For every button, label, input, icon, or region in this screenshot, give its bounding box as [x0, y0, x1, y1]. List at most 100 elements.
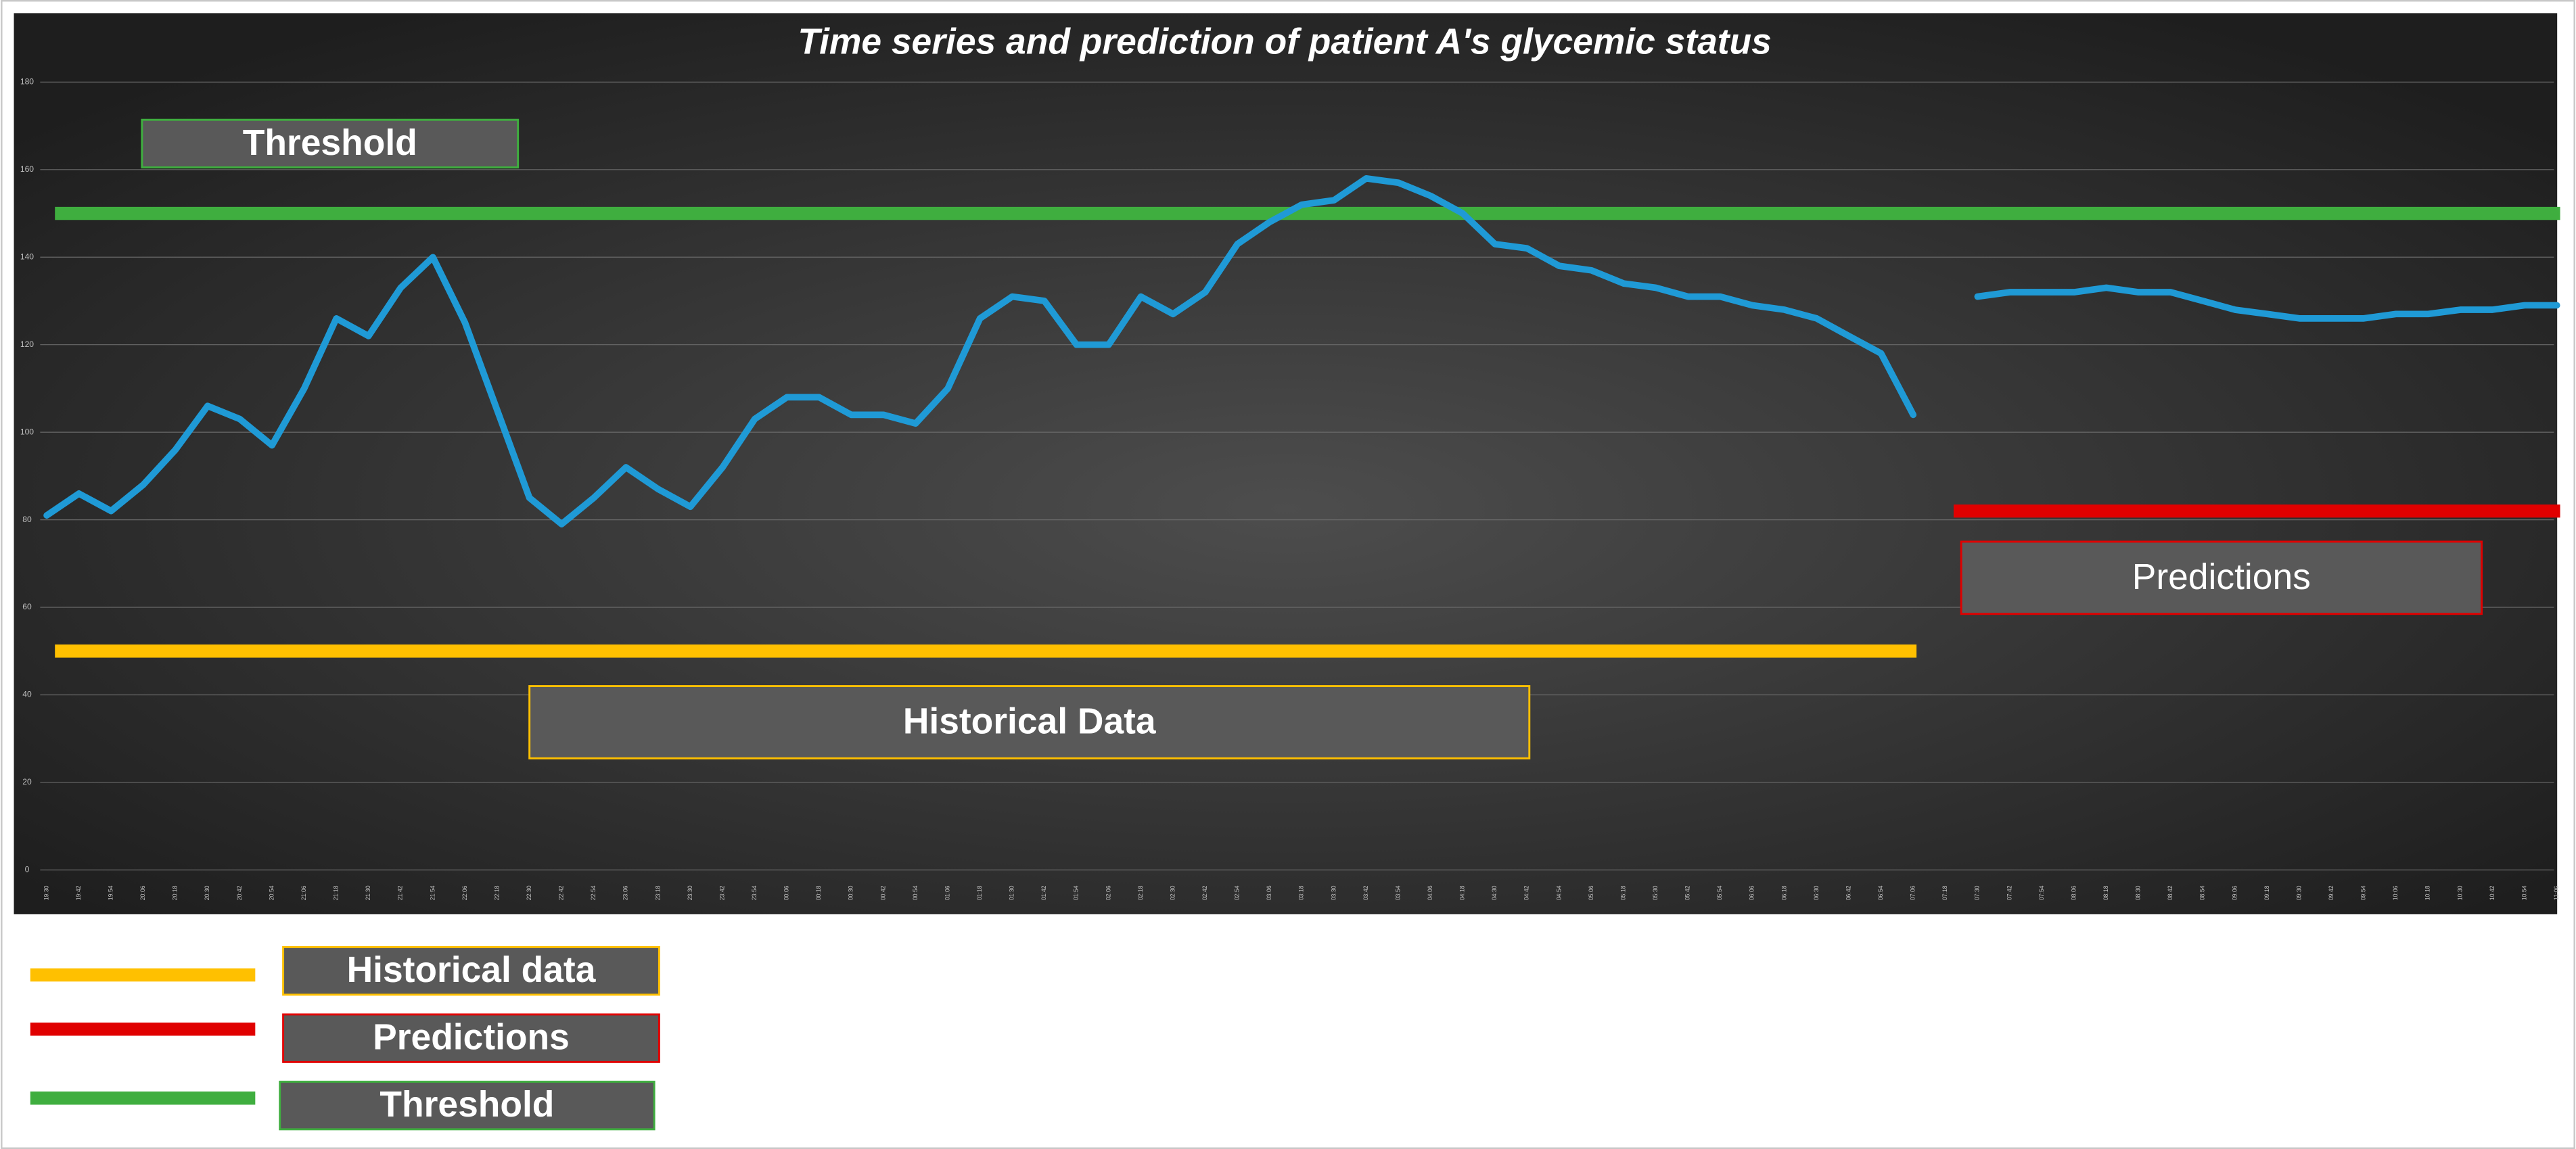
x-tick-label: 04:30: [1491, 885, 1498, 900]
x-tick-label: 19:54: [108, 885, 114, 900]
x-tick-label: 05:06: [1588, 885, 1594, 900]
x-tick-label: 00:30: [848, 885, 854, 900]
x-tick-label: 20:18: [172, 885, 179, 900]
x-tick-label: 08:06: [2070, 885, 2077, 900]
x-tick-label: 06:30: [1813, 885, 1820, 900]
x-tick-label: 05:18: [1619, 885, 1626, 900]
y-tick-label: 20: [22, 777, 32, 787]
x-tick-label: 09:30: [2295, 885, 2302, 900]
x-tick-label: 06:54: [1877, 885, 1884, 900]
data-line: [43, 174, 2560, 527]
x-tick-label: 02:06: [1105, 885, 1111, 900]
x-tick-label: 22:30: [526, 885, 532, 900]
x-tick-label: 06:18: [1780, 885, 1787, 900]
x-tick-label: 02:18: [1137, 885, 1144, 900]
x-tick-label: 23:30: [687, 885, 693, 900]
x-tick-label: 22:42: [558, 885, 565, 900]
x-tick-label: 07:18: [1941, 885, 1948, 900]
x-tick-label: 09:18: [2263, 885, 2270, 900]
x-tick-label: 23:54: [751, 885, 758, 900]
x-tick-label: 01:06: [944, 885, 950, 900]
x-tick-label: 20:06: [139, 885, 146, 900]
x-tick-label: 20:42: [236, 885, 243, 900]
legend-box: [282, 946, 660, 996]
x-tick-label: 05:30: [1652, 885, 1659, 900]
x-tick-label: 01:54: [1073, 885, 1080, 900]
x-tick-label: 04:06: [1427, 885, 1433, 900]
y-tick-label: 40: [22, 690, 32, 699]
x-tick-label: 07:42: [2006, 885, 2013, 900]
y-tick-label: 180: [20, 77, 34, 87]
x-tick-label: 10:30: [2456, 885, 2463, 900]
x-tick-label: 23:06: [622, 885, 629, 900]
x-tick-label: 10:06: [2392, 885, 2399, 900]
x-tick-label: 11:06: [2553, 886, 2560, 900]
annotation-box: [528, 685, 1531, 759]
x-tick-label: 10:54: [2521, 885, 2527, 900]
x-tick-label: 08:54: [2199, 885, 2206, 900]
x-tick-label: 10:42: [2489, 885, 2496, 900]
annotation-label: Threshold: [243, 123, 417, 163]
x-tick-label: 21:18: [333, 885, 340, 900]
x-tick-label: 06:06: [1749, 885, 1755, 900]
x-tick-label: 06:42: [1845, 885, 1852, 900]
x-tick-label: 02:30: [1169, 885, 1176, 900]
legend-box: [282, 1013, 660, 1063]
annotation-label: Predictions: [2132, 557, 2311, 597]
x-tick-label: 19:30: [43, 885, 49, 900]
x-tick-label: 05:54: [1716, 885, 1723, 900]
x-tick-label: 00:18: [815, 885, 822, 900]
legend-label: Predictions: [373, 1018, 570, 1058]
annotation-label: Historical Data: [903, 701, 1157, 741]
x-tick-label: 03:54: [1394, 885, 1401, 900]
x-tick-label: 08:30: [2135, 885, 2142, 900]
legend-label: Historical data: [347, 950, 597, 990]
x-tick-label: 22:18: [493, 885, 500, 900]
x-tick-label: 00:42: [879, 885, 886, 900]
x-tick-label: 03:18: [1298, 885, 1305, 900]
x-tick-label: 04:54: [1555, 885, 1562, 900]
y-tick-label: 120: [20, 339, 34, 349]
x-tick-label: 07:30: [1974, 885, 1981, 900]
x-tick-label: 02:42: [1201, 885, 1208, 900]
y-tick-label: 160: [20, 164, 34, 174]
x-tick-label: 00:54: [912, 885, 919, 900]
x-tick-label: 00:06: [783, 885, 790, 900]
x-tick-label: 09:42: [2328, 885, 2334, 900]
legend-label: Threshold: [380, 1085, 554, 1125]
x-tick-label: 19:42: [75, 885, 82, 900]
x-tick-label: 04:42: [1523, 885, 1530, 900]
x-tick-label: 07:06: [1910, 885, 1916, 900]
x-tick-label: 04:18: [1459, 885, 1466, 900]
x-tick-label: 21:30: [365, 885, 371, 900]
x-tick-label: 03:30: [1330, 885, 1337, 900]
x-tick-label: 03:42: [1362, 885, 1369, 900]
x-tick-label: 01:30: [1009, 885, 1015, 900]
x-tick-label: 01:42: [1040, 885, 1047, 900]
x-tick-label: 23:42: [718, 885, 725, 900]
x-tick-label: 23:18: [654, 885, 661, 900]
x-tick-label: 05:42: [1684, 885, 1691, 900]
y-tick-label: 140: [20, 252, 34, 261]
x-tick-label: 22:54: [590, 885, 597, 900]
y-tick-label: 100: [20, 427, 34, 436]
y-tick-label: 60: [22, 602, 32, 611]
legend-box: [279, 1081, 656, 1131]
x-tick-label: 01:18: [976, 885, 983, 900]
x-tick-label: 08:42: [2167, 885, 2174, 900]
x-tick-label: 08:18: [2102, 885, 2109, 900]
x-tick-label: 09:54: [2360, 885, 2367, 900]
annotation-box: [1960, 540, 2483, 615]
x-tick-label: 02:54: [1234, 885, 1241, 900]
x-tick-label: 03:06: [1266, 885, 1272, 900]
x-tick-label: 21:42: [397, 885, 404, 900]
x-tick-label: 07:54: [2038, 885, 2045, 900]
x-tick-label: 10:18: [2424, 885, 2431, 900]
annotation-box: [141, 118, 520, 169]
chart-title: Time series and prediction of patient A'…: [798, 22, 1771, 62]
y-tick-label: 80: [22, 515, 32, 524]
x-tick-label: 21:54: [429, 885, 436, 900]
x-tick-label: 09:06: [2231, 885, 2238, 900]
x-tick-label: 20:54: [268, 885, 275, 900]
